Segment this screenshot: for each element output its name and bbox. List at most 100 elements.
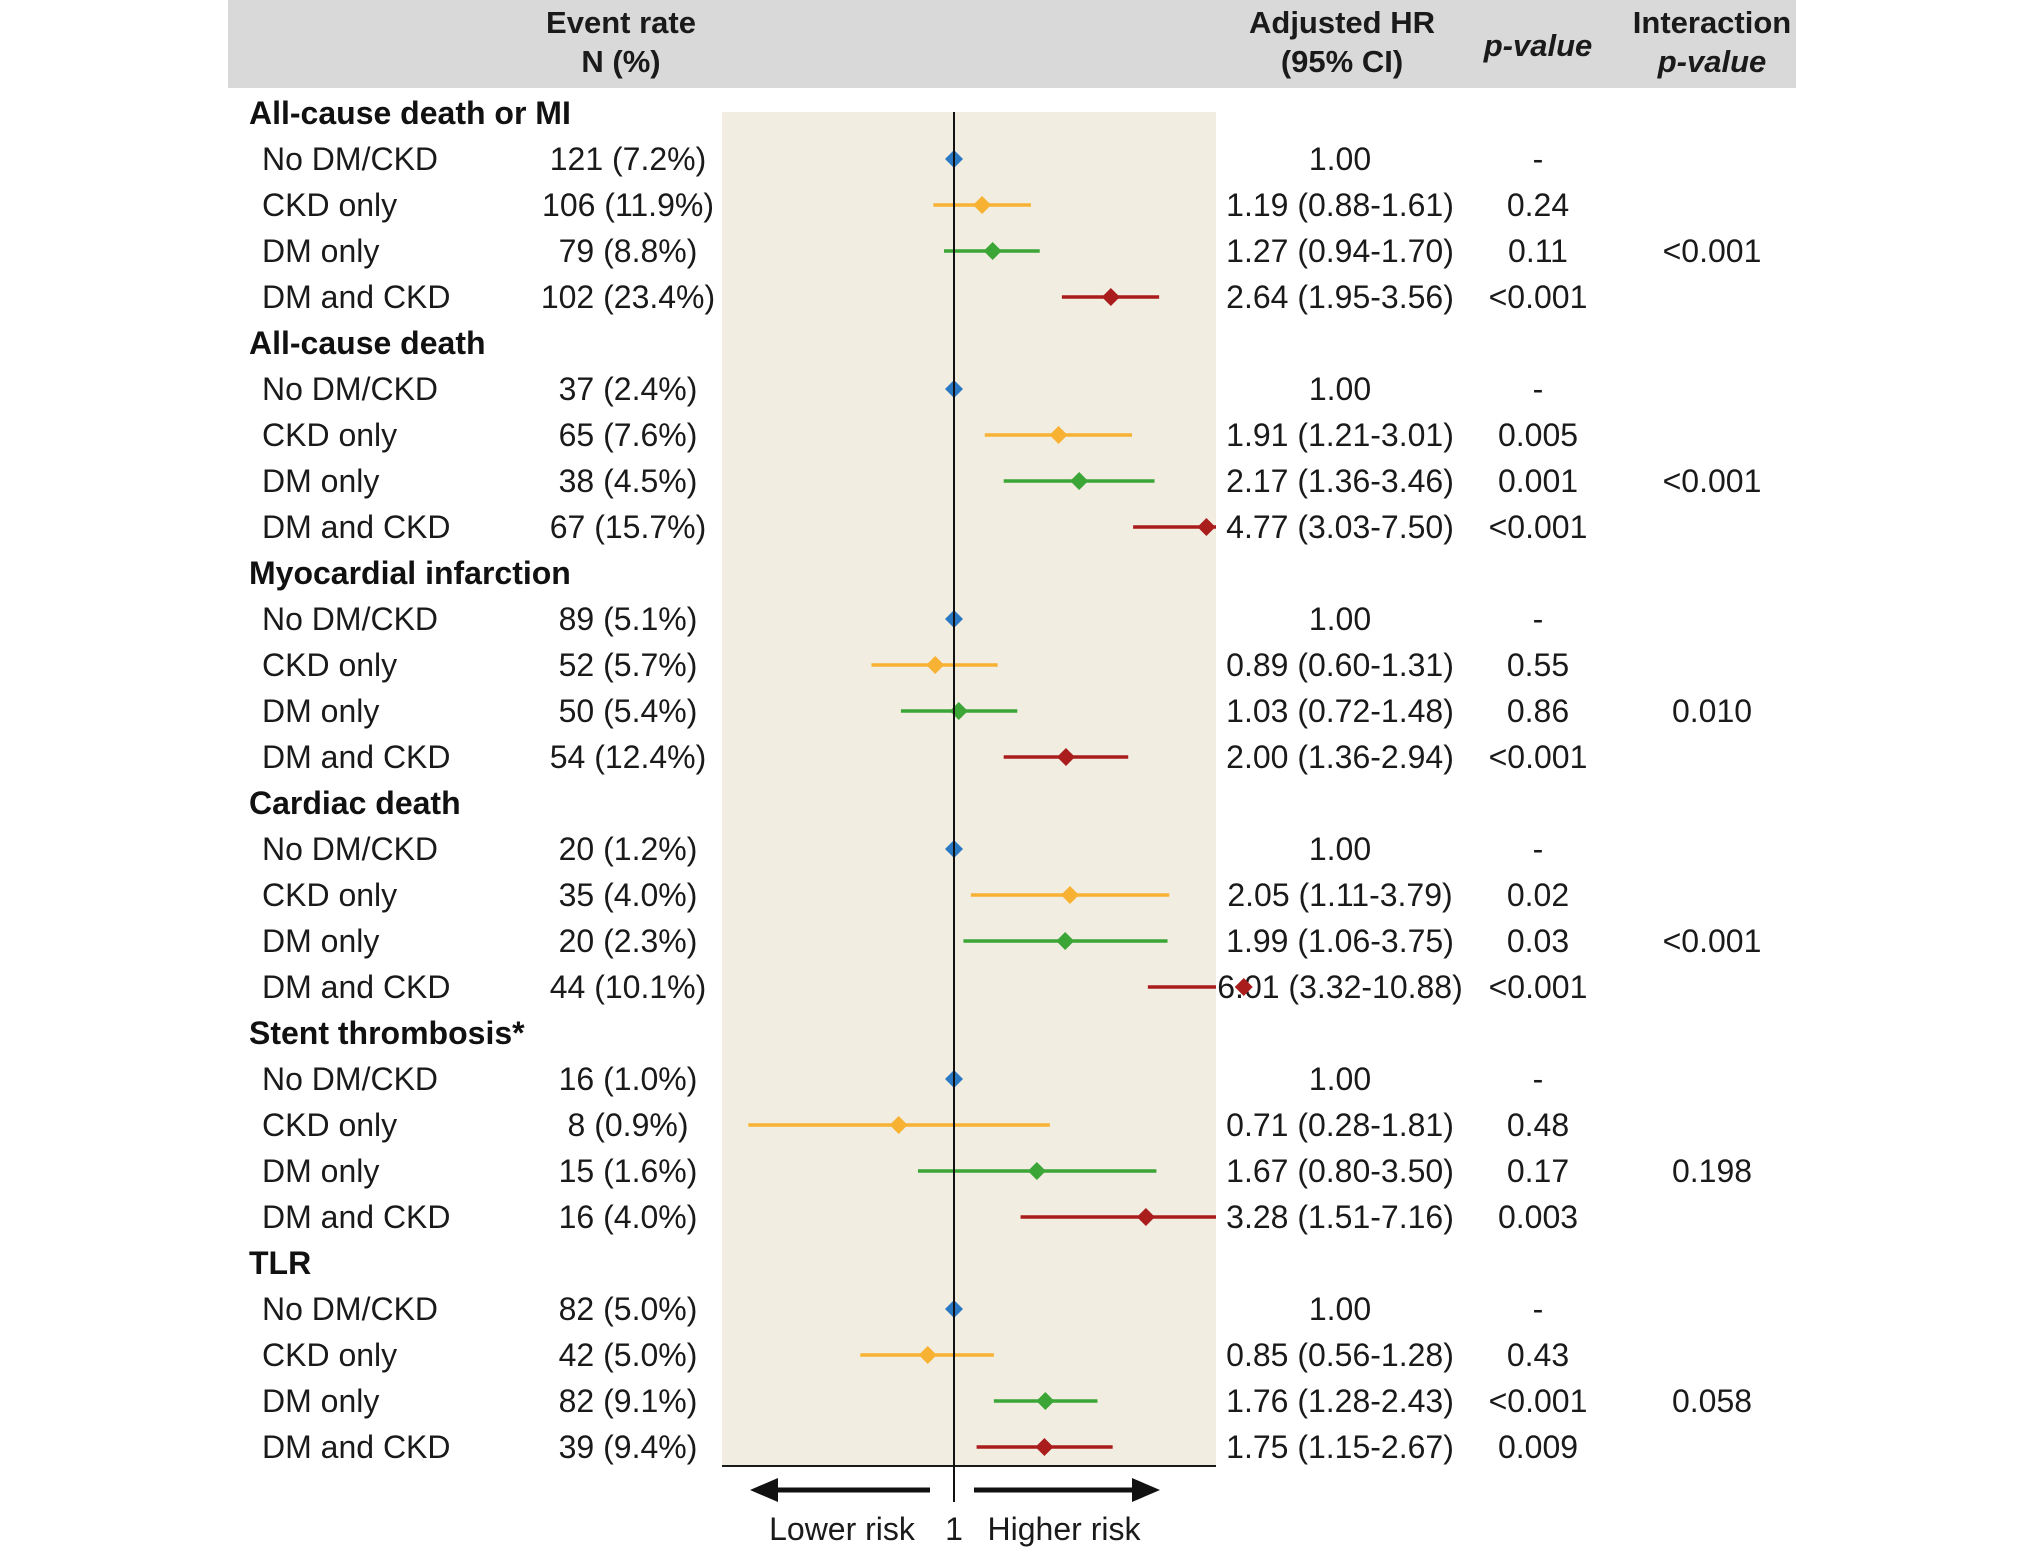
adjusted-hr-header-line1: Adjusted HR <box>1249 5 1435 40</box>
event-rate-value: 42 (5.0%) <box>559 1337 698 1373</box>
hr-ci-value: 0.89 (0.60-1.31) <box>1226 647 1454 683</box>
p-value: - <box>1533 371 1544 407</box>
hr-point-diamond <box>1049 426 1068 444</box>
p-value: - <box>1533 1061 1544 1097</box>
hr-point-diamond <box>1056 748 1075 766</box>
hr-ci-value: 1.67 (0.80-3.50) <box>1226 1153 1454 1189</box>
group-label: No DM/CKD <box>262 1061 438 1097</box>
p-value: 0.03 <box>1507 923 1569 959</box>
p-value: 0.11 <box>1508 233 1568 269</box>
hr-ci-value: 6.01 (3.32-10.88) <box>1217 969 1463 1005</box>
hr-point-diamond <box>918 1346 937 1364</box>
event-rate-value: 54 (12.4%) <box>550 739 707 775</box>
p-value: - <box>1533 1291 1544 1327</box>
group-label: DM only <box>262 1383 379 1419</box>
outcome-title: All-cause death <box>249 325 486 361</box>
higher-risk-label: Higher risk <box>988 1511 1142 1547</box>
hr-ci-value: 2.17 (1.36-3.46) <box>1226 463 1454 499</box>
plot-panel-background <box>722 112 1216 1466</box>
hr-ci-value: 1.03 (0.72-1.48) <box>1226 693 1454 729</box>
outcome-title: TLR <box>249 1245 311 1281</box>
hr-point-diamond <box>889 1116 908 1134</box>
hr-ci-value: 1.00 <box>1309 1291 1371 1327</box>
event-rate-value: 16 (1.0%) <box>559 1061 698 1097</box>
reference-tick-label: 1 <box>945 1511 963 1547</box>
outcome-title: All-cause death or MI <box>249 95 571 131</box>
lower-risk-label: Lower risk <box>769 1511 916 1547</box>
p-value: 0.48 <box>1507 1107 1569 1143</box>
p-value: <0.001 <box>1489 509 1588 545</box>
group-label: No DM/CKD <box>262 371 438 407</box>
hr-ci-value: 4.77 (3.03-7.50) <box>1226 509 1454 545</box>
p-value: 0.001 <box>1498 463 1578 499</box>
group-label: CKD only <box>262 1337 397 1373</box>
event-rate-value: 121 (7.2%) <box>550 141 707 177</box>
event-rate-value: 82 (9.1%) <box>559 1383 698 1419</box>
hr-point-diamond <box>983 242 1002 260</box>
p-value: <0.001 <box>1489 739 1588 775</box>
outcome-title: Stent thrombosis* <box>249 1015 525 1051</box>
event-rate-header-line1: Event rate <box>546 5 696 40</box>
group-label: No DM/CKD <box>262 1291 438 1327</box>
event-rate-value: 106 (11.9%) <box>542 187 714 223</box>
event-rate-value: 20 (2.3%) <box>559 923 698 959</box>
p-value: 0.02 <box>1507 877 1569 913</box>
hr-point-diamond <box>1035 1438 1054 1456</box>
event-rate-value: 102 (23.4%) <box>541 279 715 315</box>
event-rate-value: 8 (0.9%) <box>568 1107 689 1143</box>
hr-point-diamond <box>1027 1162 1046 1180</box>
event-rate-value: 39 (9.4%) <box>559 1429 698 1465</box>
interaction-header-line2: p-value <box>1657 44 1767 79</box>
event-rate-value: 37 (2.4%) <box>559 371 698 407</box>
hr-point-diamond <box>1060 886 1079 904</box>
outcome-title: Cardiac death <box>249 785 461 821</box>
forest-rows: All-cause death or MI No DM/CKD 121 (7.2%)… <box>249 95 1761 1465</box>
group-label: No DM/CKD <box>262 141 438 177</box>
event-rate-value: 79 (8.8%) <box>559 233 698 269</box>
outcome-title: Myocardial infarction <box>249 555 571 591</box>
p-value: <0.001 <box>1489 969 1588 1005</box>
group-label: DM only <box>262 923 379 959</box>
p-value: <0.001 <box>1489 1383 1588 1419</box>
hr-ci-value: 1.91 (1.21-3.01) <box>1226 417 1454 453</box>
p-value-header: p-value <box>1483 28 1593 63</box>
p-value: - <box>1533 831 1544 867</box>
hr-point-diamond <box>1234 978 1253 996</box>
interaction-p-value: 0.010 <box>1672 693 1752 729</box>
hr-ci-value: 1.19 (0.88-1.61) <box>1226 187 1454 223</box>
event-rate-value: 35 (4.0%) <box>559 877 698 913</box>
hr-ci-value: 1.00 <box>1309 601 1371 637</box>
hr-ci-value: 1.27 (0.94-1.70) <box>1226 233 1454 269</box>
interaction-p-value: <0.001 <box>1663 923 1762 959</box>
hr-ci-value: 1.00 <box>1309 141 1371 177</box>
p-value: - <box>1533 601 1544 637</box>
event-rate-value: 89 (5.1%) <box>559 601 698 637</box>
interaction-p-value: <0.001 <box>1663 463 1762 499</box>
group-label: DM and CKD <box>262 1429 451 1465</box>
group-label: CKD only <box>262 417 397 453</box>
p-value: 0.24 <box>1507 187 1569 223</box>
group-label: CKD only <box>262 1107 397 1143</box>
hr-ci-value: 1.76 (1.28-2.43) <box>1226 1383 1454 1419</box>
hr-ci-value: 2.64 (1.95-3.56) <box>1226 279 1454 315</box>
p-value: 0.17 <box>1507 1153 1569 1189</box>
p-value: 0.43 <box>1507 1337 1569 1373</box>
p-value: 0.55 <box>1507 647 1569 683</box>
p-value: 0.005 <box>1498 417 1578 453</box>
event-rate-value: 38 (4.5%) <box>559 463 698 499</box>
p-value: - <box>1533 141 1544 177</box>
group-label: DM and CKD <box>262 969 451 1005</box>
hr-point-diamond <box>1136 1208 1155 1226</box>
p-value: 0.003 <box>1498 1199 1578 1235</box>
group-label: CKD only <box>262 647 397 683</box>
hr-ci-value: 1.75 (1.15-2.67) <box>1226 1429 1454 1465</box>
adjusted-hr-header-line2: (95% CI) <box>1281 44 1403 79</box>
lower-risk-arrow-head <box>750 1478 778 1502</box>
hr-ci-value: 3.28 (1.51-7.16) <box>1226 1199 1454 1235</box>
hr-ci-value: 2.00 (1.36-2.94) <box>1226 739 1454 775</box>
group-label: DM only <box>262 463 379 499</box>
event-rate-value: 16 (4.0%) <box>559 1199 698 1235</box>
group-label: DM only <box>262 693 379 729</box>
group-label: DM and CKD <box>262 1199 451 1235</box>
group-label: No DM/CKD <box>262 601 438 637</box>
